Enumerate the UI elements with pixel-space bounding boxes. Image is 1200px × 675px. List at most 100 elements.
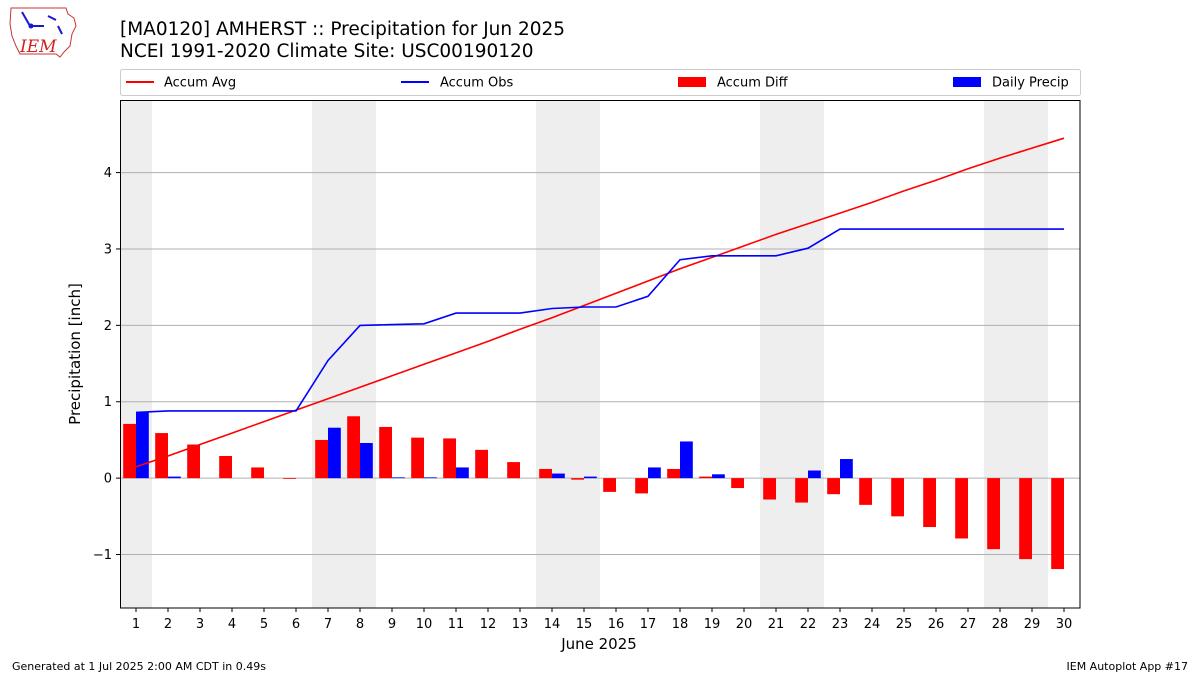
daily-precip-bar-day-8 [360,442,373,479]
x-tick-label-7: 7 [324,617,332,632]
daily-precip-bar-day-23 [840,459,853,479]
accum-diff-bar-day-18 [667,468,680,479]
x-tick-label-15: 15 [576,617,593,632]
accum-diff-bar-day-14 [539,468,552,479]
chart-title: [MA0120] AMHERST :: Precipitation for Ju… [120,19,565,40]
accum-diff-bars [123,416,1064,570]
accum-diff-bar-day-6 [283,478,296,479]
y-tick-label-2: 1 [104,395,112,410]
accum-diff-bar-day-19 [699,476,712,479]
shade-day-1 [120,100,152,608]
daily-precip-bar-day-19 [712,474,725,479]
legend-label-accum-avg: Accum Avg [164,76,236,91]
plot-frame [120,100,1081,609]
accum-diff-bar-day-27 [955,478,968,539]
x-axis-ticks: 1 2 3 4 5 6 7 8 9 10 11 12 13 14 15 16 17 18 19 20 21 22 23 24 2… [132,608,1072,632]
accum-diff-bar-day-20 [731,478,744,489]
accum-obs-line [135,228,1064,414]
daily-precip-bar-day-22 [808,470,821,479]
accum-diff-bar-day-28 [987,478,1000,550]
daily-precip-bar-day-15 [584,476,597,479]
daily-precip-bar-day-2 [168,476,181,479]
x-tick-label-4: 4 [228,617,236,632]
footer-app-credit: IEM Autoplot App #17 [1066,660,1189,673]
x-tick-label-3: 3 [196,617,204,632]
shade-day-14 [536,100,568,608]
legend-label-accum-diff: Accum Diff [717,76,789,91]
accum-diff-bar-day-12 [475,449,488,479]
x-tick-label-9: 9 [388,617,396,632]
accum-diff-bar-day-29 [1019,478,1032,560]
accum-diff-bar-day-24 [859,478,872,505]
accum-diff-bar-day-11 [443,438,456,479]
x-tick-label-1: 1 [132,617,140,632]
accum-diff-bar-day-15 [571,478,584,480]
y-tick-label-1: 0 [104,472,112,487]
accum-diff-bar-day-2 [155,433,168,479]
y-axis-label: Precipitation [inch] [66,283,84,425]
y-tick-label-0: −1 [93,548,112,563]
x-tick-label-25: 25 [896,617,913,632]
accum-diff-bar-day-30 [1051,478,1064,570]
x-tick-label-20: 20 [736,617,753,632]
shade-day-21 [760,100,792,608]
daily-precip-bar-day-7 [328,427,341,479]
legend-swatch-daily-precip [953,77,981,87]
accum-diff-bar-day-8 [347,416,360,479]
daily-precip-bar-day-10 [424,477,437,479]
x-tick-label-19: 19 [704,617,721,632]
x-tick-label-11: 11 [448,617,465,632]
daily-precip-bar-day-1 [136,412,149,479]
daily-precip-bar-day-11 [456,467,469,479]
chart-subtitle: NCEI 1991-2020 Climate Site: USC00190120 [120,41,534,62]
y-axis-ticks: −1 0 1 2 3 4 [93,166,120,563]
iem-logo-wind-symbol [21,11,63,35]
shade-day-8 [344,100,376,608]
x-tick-label-5: 5 [260,617,268,632]
y-tick-label-5: 4 [104,166,112,181]
x-tick-label-24: 24 [864,617,881,632]
x-tick-label-18: 18 [672,617,689,632]
x-tick-label-6: 6 [292,617,300,632]
x-tick-label-28: 28 [992,617,1009,632]
x-axis-label: June 2025 [560,635,637,653]
iem-logo-text: IEM [19,37,57,57]
daily-precip-bars [136,412,853,479]
y-tick-label-3: 2 [104,319,112,334]
daily-precip-bar-day-18 [680,441,693,479]
accum-diff-bar-day-22 [795,478,808,503]
daily-precip-bar-day-17 [648,467,661,479]
iem-logo-station-dot [28,23,34,29]
accum-diff-bar-day-1 [123,423,136,479]
accum-avg-line [135,137,1065,468]
x-tick-label-21: 21 [768,617,785,632]
x-tick-label-17: 17 [640,617,657,632]
x-tick-label-16: 16 [608,617,625,632]
x-tick-label-23: 23 [832,617,849,632]
legend-swatch-accum-diff [678,77,706,87]
x-tick-label-29: 29 [1024,617,1041,632]
shade-day-15 [568,100,600,608]
accum-diff-bar-day-25 [891,478,904,517]
accum-diff-bar-day-13 [507,462,520,479]
x-tick-label-27: 27 [960,617,977,632]
accum-diff-bar-day-3 [187,444,200,479]
x-tick-label-8: 8 [356,617,364,632]
y-gridlines [120,172,1080,556]
x-tick-label-14: 14 [544,617,561,632]
x-tick-label-30: 30 [1056,617,1073,632]
accum-diff-bar-day-16 [603,478,616,492]
x-tick-label-12: 12 [480,617,497,632]
accum-diff-bar-day-5 [251,467,264,479]
legend-label-daily-precip: Daily Precip [992,76,1069,91]
x-tick-label-2: 2 [164,617,172,632]
accum-diff-bar-day-21 [763,478,776,500]
accum-diff-bar-day-17 [635,478,648,494]
x-tick-label-10: 10 [416,617,433,632]
footer-generated-text: Generated at 1 Jul 2025 2:00 AM CDT in 0… [12,660,266,673]
accum-diff-bar-day-26 [923,478,936,528]
legend: Accum Avg Accum Obs Accum Diff Daily Pre… [120,69,1081,96]
accum-diff-bar-day-4 [219,455,232,479]
y-tick-label-4: 3 [104,242,112,257]
